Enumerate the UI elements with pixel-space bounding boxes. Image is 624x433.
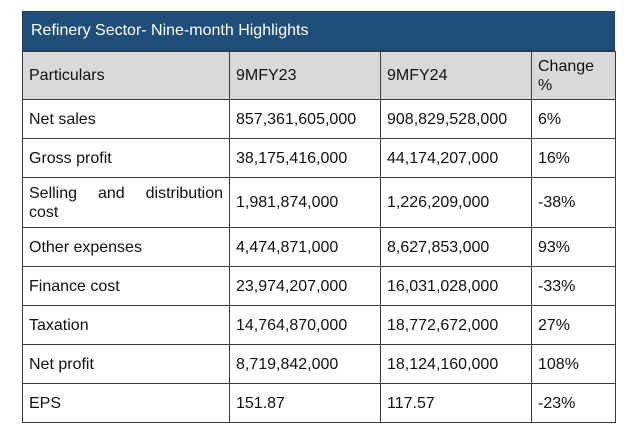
cell-9mfy23: 38,175,416,000 bbox=[229, 138, 381, 178]
cell-particular: Net profit bbox=[22, 344, 230, 384]
cell-change: -38% bbox=[531, 177, 616, 228]
cell-change: -33% bbox=[531, 266, 616, 306]
table-row: Selling and distribution cost 1,981,874,… bbox=[22, 177, 616, 228]
cell-9mfy23: 8,719,842,000 bbox=[229, 344, 381, 384]
header-9mfy24: 9MFY24 bbox=[380, 51, 532, 100]
cell-change: 6% bbox=[531, 99, 616, 139]
cell-9mfy23: 23,974,207,000 bbox=[229, 266, 381, 306]
cell-particular: EPS bbox=[22, 383, 230, 423]
table-row: Net sales 857,361,605,000 908,829,528,00… bbox=[22, 99, 616, 139]
table-row: Other expenses 4,474,871,000 8,627,853,0… bbox=[22, 227, 616, 267]
highlights-table: Particulars 9MFY23 9MFY24 Change % Net s… bbox=[22, 51, 616, 423]
cell-particular: Taxation bbox=[22, 305, 230, 345]
cell-change: 16% bbox=[531, 138, 616, 178]
cell-9mfy24: 44,174,207,000 bbox=[380, 138, 532, 178]
cell-9mfy24: 18,772,672,000 bbox=[380, 305, 532, 345]
table-row: EPS 151.87 117.57 -23% bbox=[22, 383, 616, 423]
cell-9mfy24: 18,124,160,000 bbox=[380, 344, 532, 384]
header-particulars: Particulars bbox=[22, 51, 230, 100]
table-row: Finance cost 23,974,207,000 16,031,028,0… bbox=[22, 266, 616, 306]
cell-particular: Gross profit bbox=[22, 138, 230, 178]
cell-9mfy23: 151.87 bbox=[229, 383, 381, 423]
cell-9mfy24: 8,627,853,000 bbox=[380, 227, 532, 267]
highlights-table-container: Refinery Sector- Nine-month Highlights P… bbox=[22, 11, 616, 423]
cell-9mfy24: 117.57 bbox=[380, 383, 532, 423]
header-9mfy23: 9MFY23 bbox=[229, 51, 381, 100]
cell-particular: Selling and distribution cost bbox=[22, 177, 230, 228]
cell-9mfy24: 16,031,028,000 bbox=[380, 266, 532, 306]
cell-9mfy24: 1,226,209,000 bbox=[380, 177, 532, 228]
cell-9mfy23: 1,981,874,000 bbox=[229, 177, 381, 228]
cell-change: 108% bbox=[531, 344, 616, 384]
cell-change: -23% bbox=[531, 383, 616, 423]
table-title: Refinery Sector- Nine-month Highlights bbox=[22, 11, 615, 51]
cell-change: 27% bbox=[531, 305, 616, 345]
cell-9mfy23: 4,474,871,000 bbox=[229, 227, 381, 267]
table-row: Gross profit 38,175,416,000 44,174,207,0… bbox=[22, 138, 616, 178]
cell-particular: Other expenses bbox=[22, 227, 230, 267]
cell-9mfy24: 908,829,528,000 bbox=[380, 99, 532, 139]
cell-9mfy23: 14,764,870,000 bbox=[229, 305, 381, 345]
table-row: Net profit 8,719,842,000 18,124,160,000 … bbox=[22, 344, 616, 384]
table-row: Taxation 14,764,870,000 18,772,672,000 2… bbox=[22, 305, 616, 345]
cell-particular: Finance cost bbox=[22, 266, 230, 306]
header-row: Particulars 9MFY23 9MFY24 Change % bbox=[22, 51, 616, 100]
header-change: Change % bbox=[531, 51, 616, 100]
cell-particular: Net sales bbox=[22, 99, 230, 139]
cell-9mfy23: 857,361,605,000 bbox=[229, 99, 381, 139]
cell-change: 93% bbox=[531, 227, 616, 267]
